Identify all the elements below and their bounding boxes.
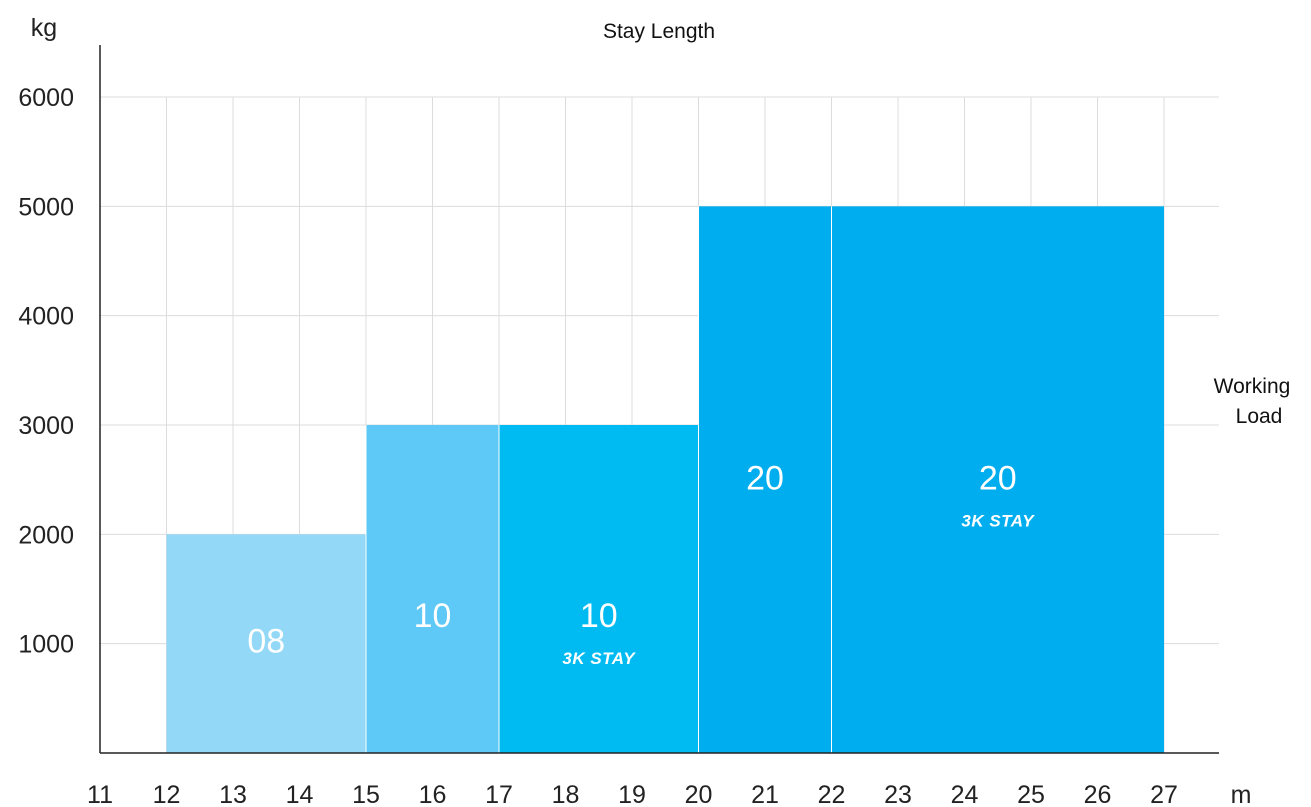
x-tick-label: 13 — [219, 781, 247, 807]
side-label-line-2: Load — [1236, 405, 1283, 428]
bar-3-sublabel: 3K STAY — [562, 649, 636, 668]
x-tick-label: 24 — [951, 781, 979, 807]
x-tick-label: 20 — [685, 781, 713, 807]
axes — [99, 45, 1219, 754]
y-tick-label: 2000 — [18, 521, 74, 549]
bar-5 — [831, 206, 1164, 754]
x-tick-label: 14 — [286, 781, 314, 807]
y-tick-labels: 1000 2000 3000 4000 5000 6000 — [18, 84, 74, 659]
bar-1-label: 08 — [247, 622, 285, 660]
x-tick-label: 17 — [485, 781, 513, 807]
x-tick-label: 16 — [419, 781, 447, 807]
y-tick-label: 6000 — [18, 84, 74, 112]
x-tick-label: 25 — [1017, 781, 1045, 807]
y-axis-unit: kg — [31, 14, 57, 42]
bar-4 — [698, 206, 832, 754]
x-axis-unit: m — [1231, 781, 1252, 807]
x-tick-label: 18 — [552, 781, 580, 807]
bar-5-label: 20 — [979, 459, 1017, 497]
x-tick-label: 12 — [153, 781, 181, 807]
bar-5-sublabel: 3K STAY — [961, 511, 1035, 530]
x-tick-label: 26 — [1084, 781, 1112, 807]
bar-3 — [499, 425, 699, 753]
x-tick-label: 23 — [884, 781, 912, 807]
side-label-line-1: Working — [1214, 375, 1291, 398]
x-tick-label: 19 — [618, 781, 646, 807]
bars: 08 10 10 3K STAY 20 20 3K STAY — [166, 206, 1164, 754]
x-tick-labels: 11 12 13 14 15 16 17 18 19 20 21 22 23 24 25 26 27 — [87, 781, 1178, 807]
x-tick-label: 22 — [818, 781, 846, 807]
y-tick-label: 5000 — [18, 193, 74, 221]
x-tick-label: 27 — [1150, 781, 1178, 807]
bar-2 — [366, 425, 499, 753]
y-tick-label: 1000 — [18, 631, 74, 659]
x-tick-label: 11 — [87, 781, 113, 807]
y-tick-label: 3000 — [18, 412, 74, 440]
bar-3-label: 10 — [580, 597, 618, 635]
bar-4-label: 20 — [746, 459, 784, 497]
x-tick-label: 21 — [751, 781, 779, 807]
y-tick-label: 4000 — [18, 303, 74, 331]
bar-2-label: 10 — [414, 597, 452, 635]
x-tick-label: 15 — [352, 781, 380, 807]
chart-title: Stay Length — [603, 20, 715, 43]
bar-1 — [166, 534, 366, 753]
